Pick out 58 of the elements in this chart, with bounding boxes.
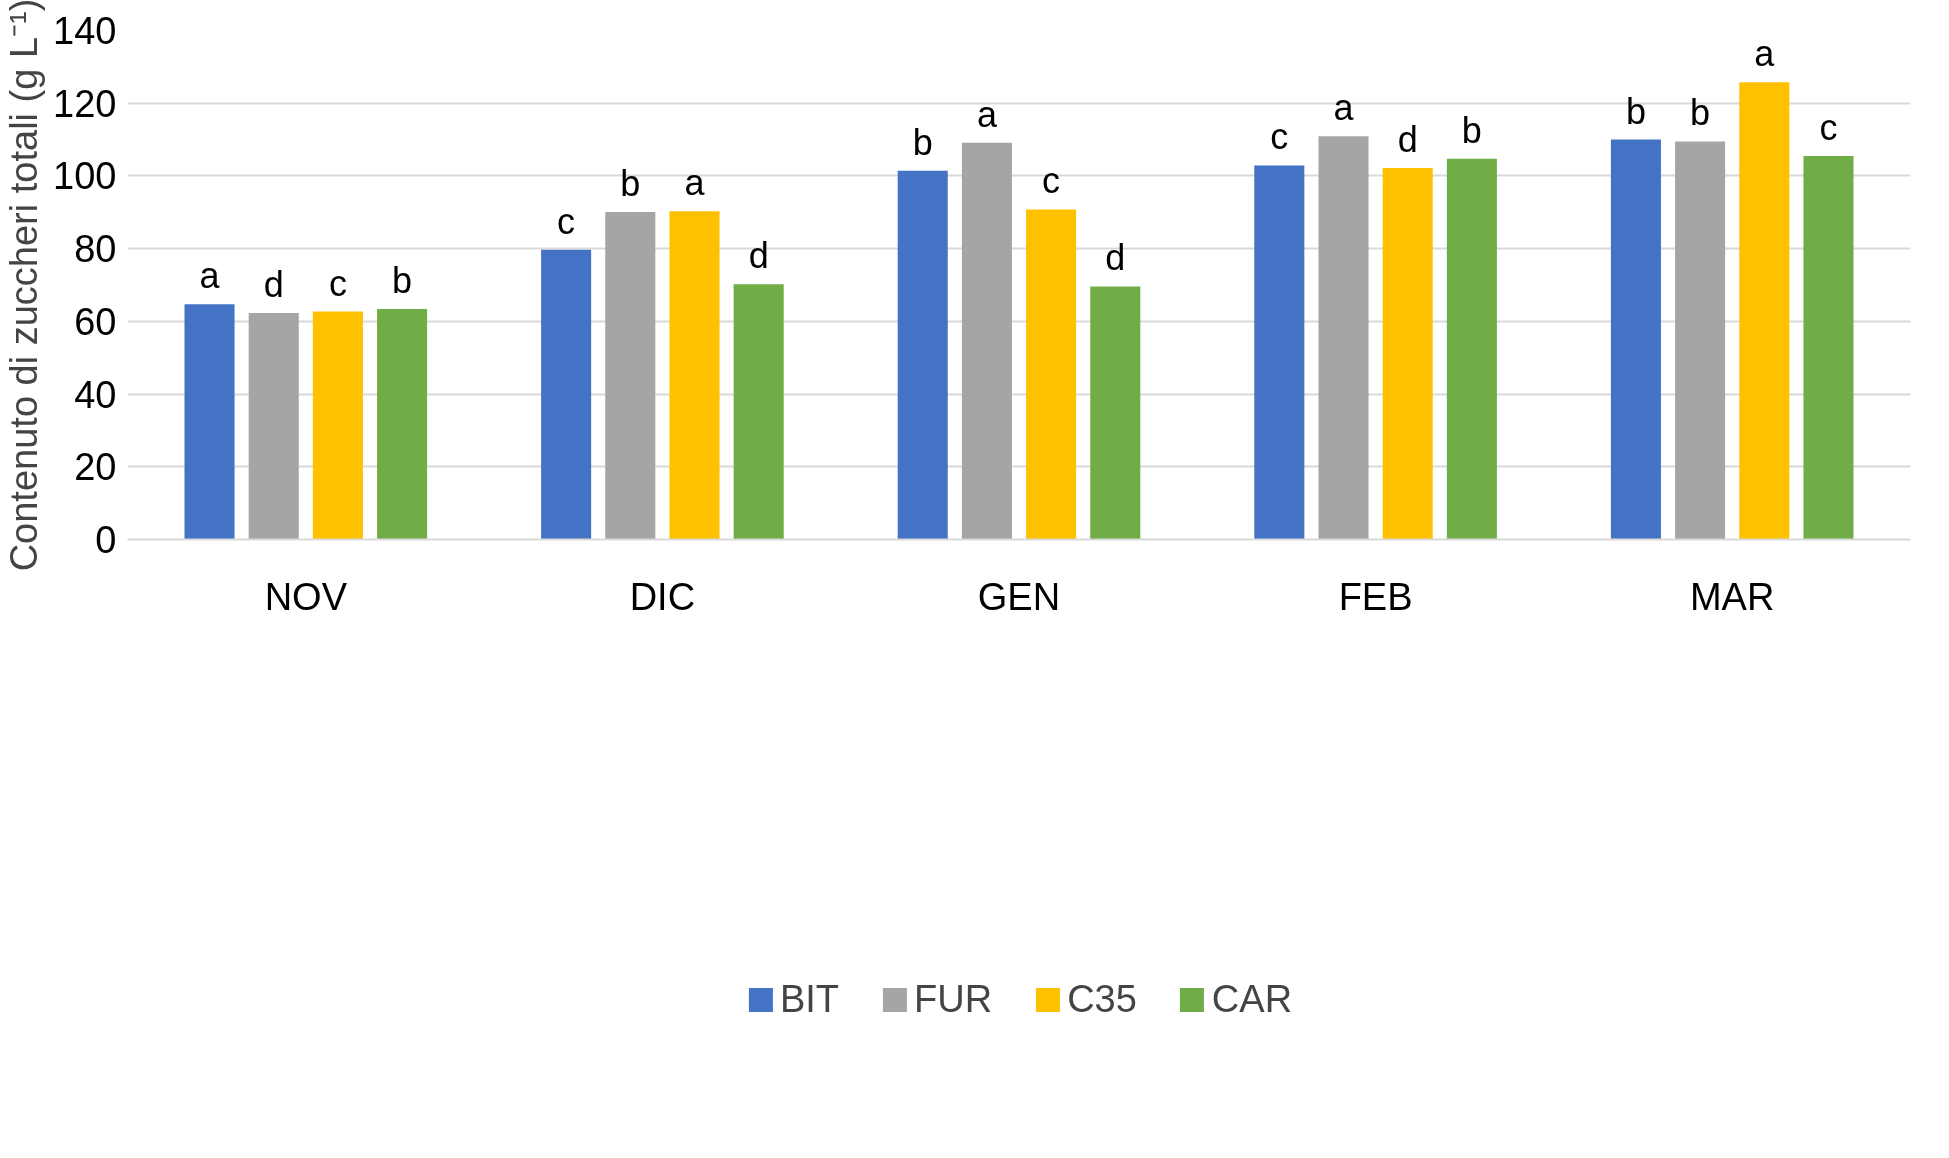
data-label: a: [976, 93, 998, 135]
legend-label: BIT: [779, 977, 840, 1021]
data-label: d: [1397, 118, 1418, 160]
bar: [1446, 158, 1497, 540]
x-tick-label: NOV: [264, 575, 348, 618]
bar: [1610, 139, 1661, 540]
bar: [1090, 286, 1141, 540]
x-tick-label: GEN: [977, 575, 1061, 618]
legend-label: C35: [1067, 977, 1137, 1021]
data-label: d: [263, 263, 284, 305]
bar: [961, 142, 1012, 540]
bar: [897, 170, 948, 540]
data-label: b: [1625, 90, 1646, 132]
y-tick-label: 120: [53, 82, 117, 125]
data-label: b: [1461, 109, 1482, 151]
bar: [184, 304, 235, 540]
data-label: c: [1042, 160, 1061, 202]
bar: [248, 312, 299, 540]
data-label: a: [199, 255, 221, 297]
data-label: d: [1105, 237, 1126, 279]
data-label: a: [1333, 87, 1355, 129]
data-label: d: [748, 235, 769, 277]
y-tick-label: 20: [74, 446, 117, 489]
y-tick-label: 40: [74, 373, 117, 416]
data-label: b: [912, 121, 933, 163]
data-label: a: [684, 162, 706, 204]
data-label: a: [1754, 33, 1776, 75]
bar: [1675, 141, 1726, 540]
y-tick-label: 140: [53, 10, 117, 52]
bar: [605, 211, 656, 540]
data-label: b: [1690, 92, 1711, 134]
x-tick-label: MAR: [1689, 575, 1775, 618]
bar: [1254, 165, 1305, 540]
y-axis-title: Contenuto di zuccheri totali (g L⁻¹): [3, 0, 46, 572]
data-label: c: [557, 200, 576, 242]
y-tick-label: 0: [95, 519, 117, 561]
x-tick-label: DIC: [629, 575, 696, 618]
x-tick-label: FEB: [1338, 575, 1413, 618]
data-label: b: [620, 162, 641, 204]
bar: [1803, 155, 1854, 540]
y-tick-label: 60: [74, 300, 117, 343]
legend-label: FUR: [914, 977, 993, 1021]
data-label: b: [392, 260, 413, 301]
bar: [312, 311, 363, 540]
data-label: c: [1819, 106, 1838, 148]
bar: [1026, 209, 1077, 540]
bar: [1739, 82, 1790, 540]
bar: [377, 309, 428, 540]
bar: [1318, 136, 1369, 540]
bar: [1382, 167, 1433, 540]
bar: [541, 249, 592, 540]
y-tick-label: 80: [74, 228, 117, 271]
bar: [669, 211, 720, 540]
y-tick-label: 100: [53, 155, 117, 198]
bar: [733, 284, 784, 540]
legend-label: CAR: [1211, 977, 1293, 1021]
data-label: c: [328, 262, 347, 304]
data-label: c: [1270, 116, 1289, 158]
